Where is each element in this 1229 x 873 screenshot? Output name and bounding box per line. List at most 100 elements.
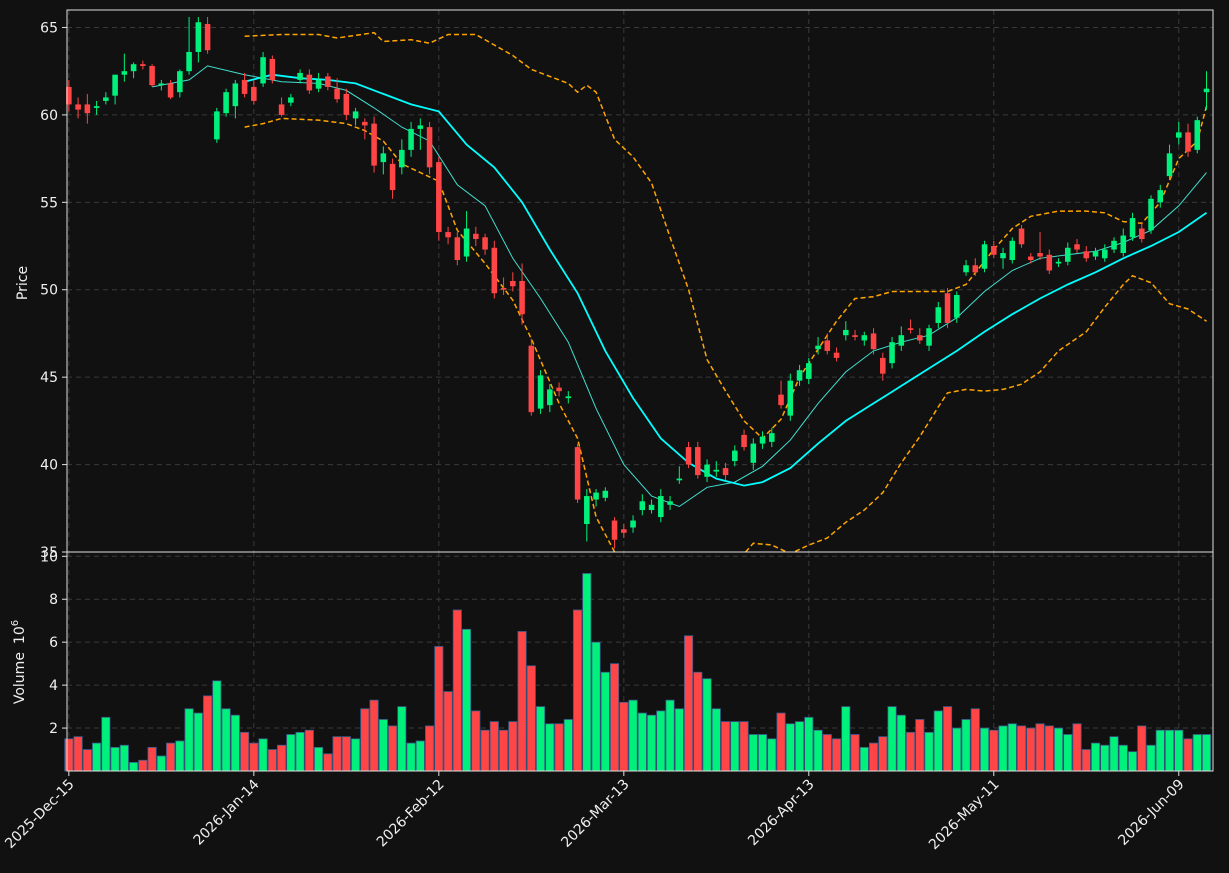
candle-body xyxy=(75,104,81,110)
volume-bar xyxy=(332,736,342,772)
volume-bar xyxy=(1090,742,1101,772)
candle-body xyxy=(241,79,248,94)
volume-bar xyxy=(619,701,629,772)
candle-body xyxy=(408,128,414,150)
volume-bar xyxy=(378,719,388,772)
candle-body xyxy=(954,294,960,318)
volume-bar xyxy=(656,710,666,772)
candle-body xyxy=(463,228,470,257)
volume-bar xyxy=(998,725,1008,772)
volume-bar xyxy=(295,731,305,772)
candle-body xyxy=(565,396,572,399)
volume-bar xyxy=(526,665,536,772)
volume-bar xyxy=(868,742,879,772)
volume-bar xyxy=(1053,727,1064,772)
volume-bar xyxy=(915,719,925,772)
volume-bar xyxy=(286,734,296,772)
candle-body xyxy=(1102,249,1108,259)
volume-bar xyxy=(693,671,703,772)
volume-bar xyxy=(813,729,823,772)
volume-bar xyxy=(536,706,546,772)
volume-bar xyxy=(64,738,74,772)
y-tick-label: 45 xyxy=(40,370,58,386)
candle-body xyxy=(528,345,535,413)
volume-bar xyxy=(258,738,268,772)
candle-body xyxy=(167,83,174,98)
volume-bar xyxy=(1164,729,1175,772)
candle-body xyxy=(278,104,285,115)
candle-body xyxy=(741,434,747,448)
candle-body xyxy=(473,233,479,240)
candle-body xyxy=(380,153,387,163)
overlays xyxy=(152,31,1208,552)
volume-bar xyxy=(785,723,795,772)
volume-scale-exponent: 6 xyxy=(10,620,21,626)
candle-body xyxy=(824,340,831,351)
candle-body xyxy=(158,83,165,86)
candle-body xyxy=(935,307,942,323)
volume-bar xyxy=(1174,729,1184,772)
volume-bar xyxy=(240,731,250,772)
candle-body xyxy=(204,23,211,51)
volume-bar xyxy=(1026,727,1036,772)
volume-bar xyxy=(517,631,527,772)
candle-body xyxy=(778,394,784,406)
candle-body xyxy=(417,125,424,129)
candle-body xyxy=(1055,261,1062,264)
overlay-line xyxy=(152,65,1207,508)
candle-body xyxy=(732,450,738,462)
volume-bar xyxy=(989,729,999,772)
volume-bar xyxy=(1035,723,1045,772)
candle-body xyxy=(907,328,914,330)
candle-body xyxy=(1120,235,1127,254)
candle-body xyxy=(861,335,868,341)
candle-body xyxy=(981,244,988,269)
candle-body xyxy=(214,111,220,140)
candle-body xyxy=(1092,251,1099,257)
volume-bar xyxy=(776,712,786,772)
volume-tick-label: 10 xyxy=(40,549,58,565)
volume-bar xyxy=(887,706,897,772)
candle-body xyxy=(1065,247,1071,262)
candle-body xyxy=(750,443,757,463)
candle-body xyxy=(963,265,969,273)
volume-bar xyxy=(452,609,462,772)
volume-axis-label: Volume 106 xyxy=(10,620,28,704)
volume-bar xyxy=(1137,725,1147,772)
volume-bar xyxy=(360,708,370,772)
candle-body xyxy=(1074,244,1080,250)
candle-body xyxy=(445,232,451,238)
candle-body xyxy=(1166,153,1173,177)
volume-bar xyxy=(323,753,333,772)
candle-body xyxy=(93,106,100,108)
volume-bar xyxy=(1155,729,1165,772)
volume-frame xyxy=(66,551,1214,772)
volume-bar xyxy=(1183,738,1193,772)
candle-body xyxy=(843,329,849,336)
volume-bar xyxy=(1118,744,1128,772)
volume-bar xyxy=(720,721,731,772)
volume-bar xyxy=(582,573,592,772)
volume-bar xyxy=(101,716,111,772)
candle-body xyxy=(66,86,72,105)
candle-body xyxy=(639,501,646,511)
volume-bar xyxy=(767,738,777,772)
candle-body xyxy=(288,97,294,103)
candle-body xyxy=(806,363,812,379)
volume-bar xyxy=(221,708,231,772)
candle-body xyxy=(1148,198,1154,231)
volume-bar xyxy=(757,734,768,772)
volume-bar xyxy=(489,721,499,772)
candle-body xyxy=(815,345,821,350)
candle-body xyxy=(334,88,340,100)
candle-body xyxy=(556,387,562,392)
volume-bar xyxy=(739,721,749,772)
candle-body xyxy=(1129,218,1136,238)
volume-bar xyxy=(1100,744,1110,772)
candle-body xyxy=(796,370,803,381)
candle-body xyxy=(611,520,618,540)
candle-body xyxy=(926,328,932,346)
y-tick-label: 35 xyxy=(40,545,58,561)
volume-bars xyxy=(64,573,1212,772)
candle-body xyxy=(1111,240,1117,250)
